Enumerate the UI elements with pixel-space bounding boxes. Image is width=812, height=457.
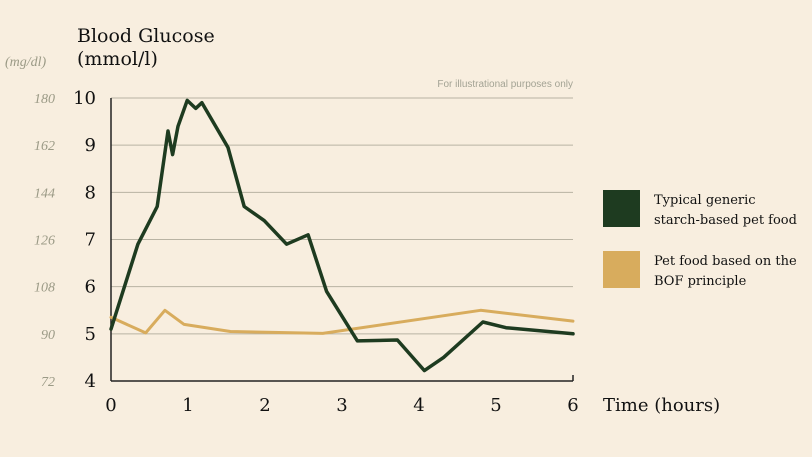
illustration-note: For illustrational purposes only [437,79,573,90]
legend-label: Pet food based on the BOF principle [654,254,797,289]
x-tick-label: 3 [336,395,347,416]
y-alt-tick-labels: 72 90 108 126 144 162 180 [34,92,55,390]
y-tick-label: 8 [85,182,96,203]
legend-swatch [603,190,640,227]
y-tick-label: 4 [85,371,96,392]
x-tick-label: 4 [413,395,424,416]
data-series [109,98,575,373]
x-tick-label: 1 [182,395,193,416]
x-axis-label: Time (hours) [603,395,720,416]
legend: Typical generic starch-based pet food Pet … [603,190,797,289]
chart-title: Blood Glucose [77,25,215,47]
gridlines [111,97,573,335]
y-tick-label: 7 [85,230,96,251]
y-tick-label: 5 [85,324,96,345]
y-alt-tick-label: 180 [34,92,55,107]
y-alt-tick-label: 144 [34,186,55,201]
x-tick-label: 2 [259,395,270,416]
x-tick-labels: 0 1 2 3 4 5 6 [105,395,578,416]
x-tick-label: 6 [567,395,578,416]
y-tick-label: 9 [85,135,96,156]
series-line [109,98,575,373]
alt-unit-label: (mg/dl) [5,55,47,70]
chart-title-unit: (mmol/l) [77,48,158,70]
legend-label: Typical generic starch-based pet food [654,193,797,228]
y-tick-label: 6 [85,277,96,298]
y-alt-tick-label: 126 [34,234,55,249]
series-line [109,308,575,335]
x-tick-label: 5 [490,395,501,416]
y-tick-labels: 4 5 6 7 8 9 10 [73,88,96,392]
x-tick-label: 0 [105,395,116,416]
y-alt-tick-label: 90 [41,328,55,343]
y-alt-tick-label: 72 [41,375,55,390]
y-alt-tick-label: 108 [34,281,55,296]
axes [110,98,574,382]
legend-swatch [603,251,640,288]
y-alt-tick-label: 162 [34,139,55,154]
y-tick-label: 10 [73,88,96,109]
